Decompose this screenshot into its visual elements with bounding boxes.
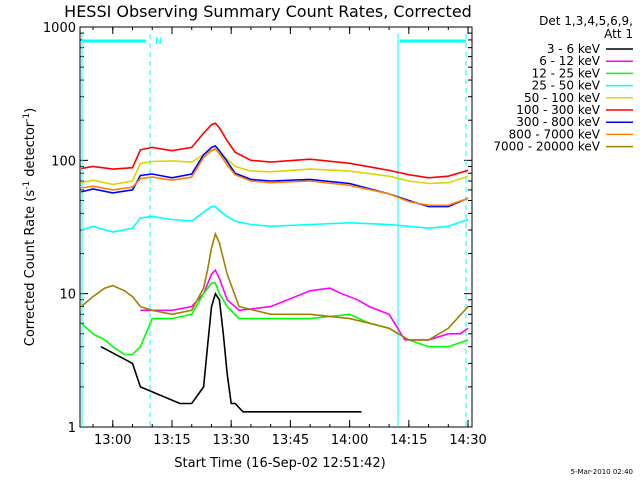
- series-line: [80, 205, 469, 233]
- y-tick-label: 1000: [43, 21, 76, 36]
- series-line: [80, 282, 469, 356]
- legend-label: 100 - 300 keV: [516, 103, 600, 117]
- series-line: [80, 231, 469, 341]
- legend-label: 6 - 12 keV: [539, 54, 601, 68]
- legend-label: 300 - 800 keV: [516, 115, 600, 129]
- y-tick-label: 10: [59, 288, 76, 303]
- x-tick-label: 13:30: [212, 433, 249, 448]
- x-tick-label: 13:00: [94, 433, 131, 448]
- y-tick-label: 1: [68, 421, 76, 436]
- legend-header-line-1: Det 1,3,4,5,6,9,: [539, 14, 633, 28]
- legend-label: 3 - 6 keV: [547, 42, 601, 56]
- x-tick-label: 13:45: [272, 433, 309, 448]
- y-tick-label: 100: [51, 154, 76, 169]
- series-line: [81, 145, 469, 208]
- series-line: [81, 122, 469, 179]
- x-axis-label: Start Time (16-Sep-02 12:51:42): [174, 456, 385, 471]
- legend-label: 25 - 50 keV: [532, 79, 601, 93]
- legend-header-line-2: Att 1: [604, 27, 633, 41]
- y-axis-label: Corrected Count Rate (s-1 detector-1): [22, 108, 38, 346]
- chart-title: HESSI Observing Summary Count Rates, Cor…: [64, 2, 472, 21]
- series-line: [140, 268, 469, 341]
- series-line: [100, 291, 362, 413]
- x-tick-label: 14:00: [331, 433, 368, 448]
- x-tick-label: 14:15: [390, 433, 427, 448]
- plot-frame: [79, 26, 473, 428]
- footer-timestamp: 5-Mar-2010 02:40: [571, 468, 633, 476]
- x-tick-label: 13:15: [153, 433, 190, 448]
- x-tick-label: 14:30: [449, 433, 486, 448]
- legend-label: 7000 - 20000 keV: [493, 140, 600, 154]
- legend-label: 12 - 25 keV: [532, 66, 601, 80]
- legend-label: 50 - 100 keV: [524, 91, 601, 105]
- flag-label: N: [155, 37, 162, 47]
- series-line: [81, 147, 469, 207]
- legend-label: 800 - 7000 keV: [509, 127, 601, 141]
